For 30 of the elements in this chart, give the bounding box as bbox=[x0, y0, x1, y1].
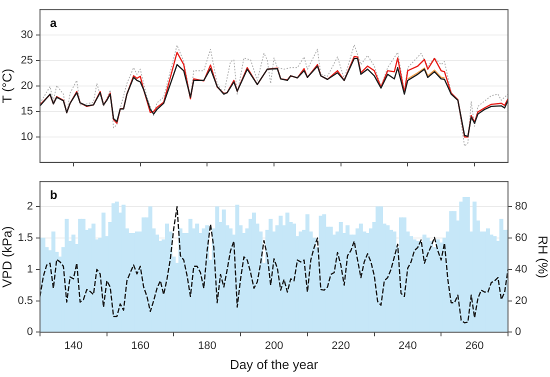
line-series bbox=[40, 206, 508, 324]
y-tick-label: 20 bbox=[20, 80, 33, 92]
y-tick-label: 1.5 bbox=[18, 232, 33, 244]
y-axis-title: VPD (kPa) bbox=[0, 226, 14, 288]
y-tick-label: 1 bbox=[26, 263, 33, 276]
x-tick-label: 260 bbox=[465, 340, 484, 352]
y2-tick-label: 20 bbox=[515, 294, 528, 307]
x-tick-label: 200 bbox=[264, 340, 284, 352]
x-tick-label: 180 bbox=[198, 340, 216, 352]
y-tick-label: 2 bbox=[26, 200, 33, 213]
y2-tick-label: 60 bbox=[515, 232, 528, 244]
y-axis-title: T (°C) bbox=[0, 68, 14, 104]
text: a bbox=[50, 16, 57, 30]
y2-tick-label: 40 bbox=[515, 263, 528, 276]
text: b bbox=[50, 188, 58, 202]
x-tick-label: 220 bbox=[332, 340, 350, 352]
y-tick-label: 0 bbox=[26, 326, 33, 338]
x-tick-label: 140 bbox=[64, 340, 83, 352]
x-tick-label: 160 bbox=[131, 340, 150, 352]
y2-axis-title: RH (%) bbox=[536, 236, 550, 278]
y-tick-label: 0.5 bbox=[18, 294, 33, 307]
line-series bbox=[40, 44, 508, 147]
y2-tick-label: 80 bbox=[515, 200, 528, 213]
y-tick-label: 30 bbox=[20, 29, 33, 42]
y2-tick-label: 0 bbox=[515, 326, 522, 338]
y-tick-label: 25 bbox=[20, 54, 33, 67]
y-tick-label: 15 bbox=[20, 106, 33, 118]
x-tick-label: 240 bbox=[398, 340, 417, 352]
y-tick-label: 10 bbox=[20, 130, 33, 143]
x-axis-title: Day of the year bbox=[230, 356, 319, 372]
